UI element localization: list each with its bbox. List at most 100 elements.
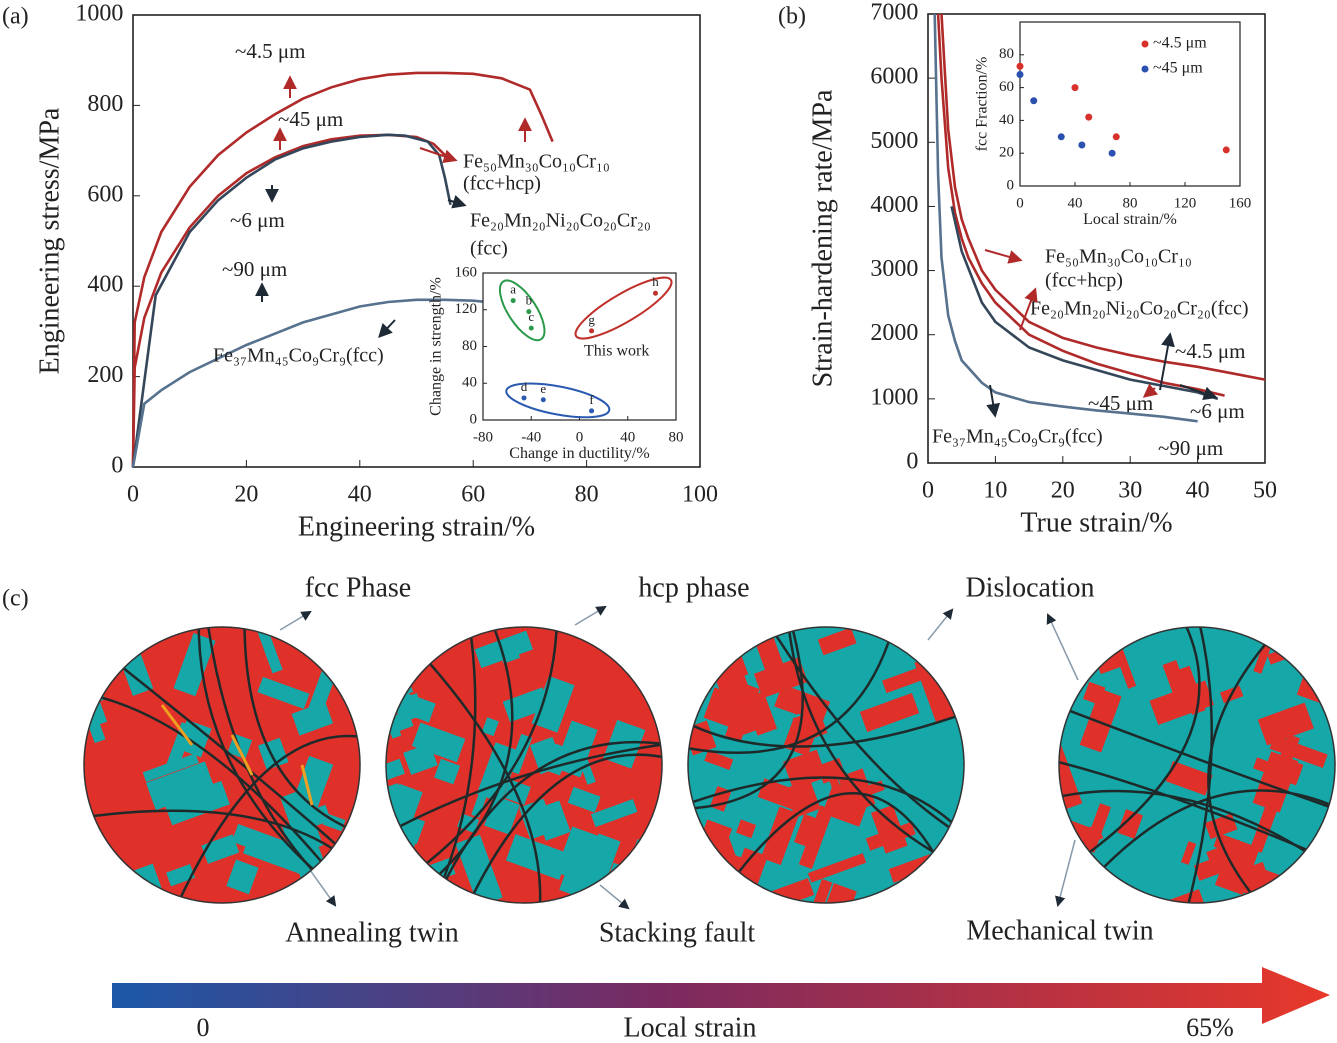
phase-block	[166, 722, 194, 770]
point-label: f	[589, 392, 594, 407]
phase-block	[257, 676, 310, 710]
diagram-label: Annealing twin	[285, 917, 458, 948]
x-tick-label: 40	[348, 481, 372, 507]
diagram-label: Dislocation	[965, 572, 1094, 603]
legend-marker	[1141, 40, 1149, 48]
grain-boundary	[399, 743, 661, 828]
point	[1016, 62, 1024, 70]
phase-block	[1162, 659, 1189, 700]
curve	[940, 13, 1266, 381]
y-tick-label: 2000	[870, 320, 918, 346]
point	[1222, 146, 1230, 154]
point-label: g	[588, 312, 595, 327]
point-label: c	[528, 309, 534, 324]
phase-block	[84, 645, 106, 710]
group-outline	[505, 382, 611, 419]
legend-label: ~4.5 μm	[1153, 35, 1207, 52]
phase-block	[829, 795, 867, 827]
y-tick-label: 0	[906, 449, 918, 475]
microstructure	[688, 627, 964, 903]
y-tick-label: 200	[87, 362, 123, 388]
pointer-arrow	[419, 147, 458, 163]
y-tick-label: 0	[111, 453, 123, 479]
x-tick-label: 30	[1118, 477, 1142, 503]
phase-block	[481, 717, 499, 737]
y-tick-label: 40	[999, 112, 1014, 128]
y-tick-label: 80	[462, 338, 477, 354]
phase-block	[1165, 760, 1213, 796]
panel-label: (c)	[2, 586, 29, 612]
twin-boundary	[160, 704, 194, 746]
curve	[131, 71, 554, 468]
point-label: h	[652, 274, 659, 289]
grain-boundary	[438, 629, 514, 876]
phase-block	[870, 804, 908, 854]
curve-label: ~45 μm	[278, 107, 343, 131]
grain-boundary	[688, 641, 890, 755]
phase-block	[163, 780, 230, 826]
point-label: b	[526, 293, 533, 308]
annotation: (fcc+hcp)	[463, 173, 541, 195]
x-tick-label: 80	[669, 429, 684, 445]
grain-boundary	[429, 663, 542, 903]
group-outline	[574, 276, 673, 340]
y-tick-label: 60	[999, 79, 1014, 95]
phase-block	[703, 687, 742, 728]
phase-block	[496, 636, 521, 664]
phase-block	[816, 883, 857, 903]
annotation: Fe₅₀Mn₃₀Co₁₀Cr₁₀	[463, 151, 610, 173]
phase-block	[434, 758, 461, 785]
annotation: (fcc)	[470, 238, 508, 260]
grain-boundary	[243, 628, 346, 828]
x-tick-label: 160	[1229, 195, 1252, 211]
point	[589, 408, 595, 414]
x-tick-label: 20	[1051, 477, 1075, 503]
grain-boundary	[179, 734, 358, 898]
x-tick-label: -40	[521, 429, 541, 445]
phase-block	[295, 804, 332, 832]
x-tick-label: 0	[922, 477, 934, 503]
curve-label: ~90 μm	[222, 257, 287, 281]
y-tick-label: 400	[87, 272, 123, 298]
curve-label: ~90 μm	[1158, 436, 1223, 460]
grain-boundary	[694, 630, 804, 810]
grain-boundary	[442, 637, 477, 878]
y-tick-label: 800	[87, 91, 123, 117]
plot-frame	[927, 13, 1266, 464]
phase-block	[753, 657, 808, 699]
grain-boundary	[122, 667, 337, 845]
phase-block	[257, 737, 289, 770]
phase-block	[1286, 761, 1304, 786]
annotation: Fe₃₇Mn₄₅Co₉Cr₉(fcc)	[932, 426, 1103, 448]
pointer-arrow	[1019, 287, 1038, 331]
phase-block	[88, 722, 106, 744]
phase-block	[615, 888, 647, 903]
x-tick-label: 50	[1253, 477, 1277, 503]
x-tick-label: -80	[473, 429, 493, 445]
x-tick-label: 0	[576, 429, 584, 445]
x-tick-label: 40	[1068, 195, 1083, 211]
point	[510, 298, 516, 304]
x-axis-label: Engineering strain/%	[298, 511, 535, 542]
grain-boundary	[101, 696, 322, 863]
annotation: Fe₅₀Mn₃₀Co₁₀Cr₁₀	[1045, 246, 1192, 268]
curve	[936, 13, 1225, 397]
phase-block	[403, 743, 438, 775]
phase-block	[631, 839, 662, 866]
phase-block	[386, 857, 406, 896]
grain-boundary	[1207, 644, 1266, 894]
twin-boundary	[300, 764, 314, 806]
curve-label: ~6 μm	[1190, 399, 1245, 423]
phase-block	[1142, 889, 1207, 903]
phase-block	[1079, 688, 1122, 753]
phase-block	[1253, 641, 1272, 674]
phase-block	[798, 805, 834, 869]
annotation: Fe₂₀Mn₂₀Ni₂₀Co₂₀Cr₂₀(fcc)	[1030, 298, 1249, 320]
pointer-arrow	[378, 319, 396, 339]
phase-block	[688, 821, 703, 848]
x-tick-label: 60	[461, 481, 485, 507]
twin-boundary	[230, 734, 254, 776]
phase-block	[1213, 833, 1260, 862]
phase-block	[231, 823, 293, 862]
y-tick-label: 120	[455, 301, 478, 317]
